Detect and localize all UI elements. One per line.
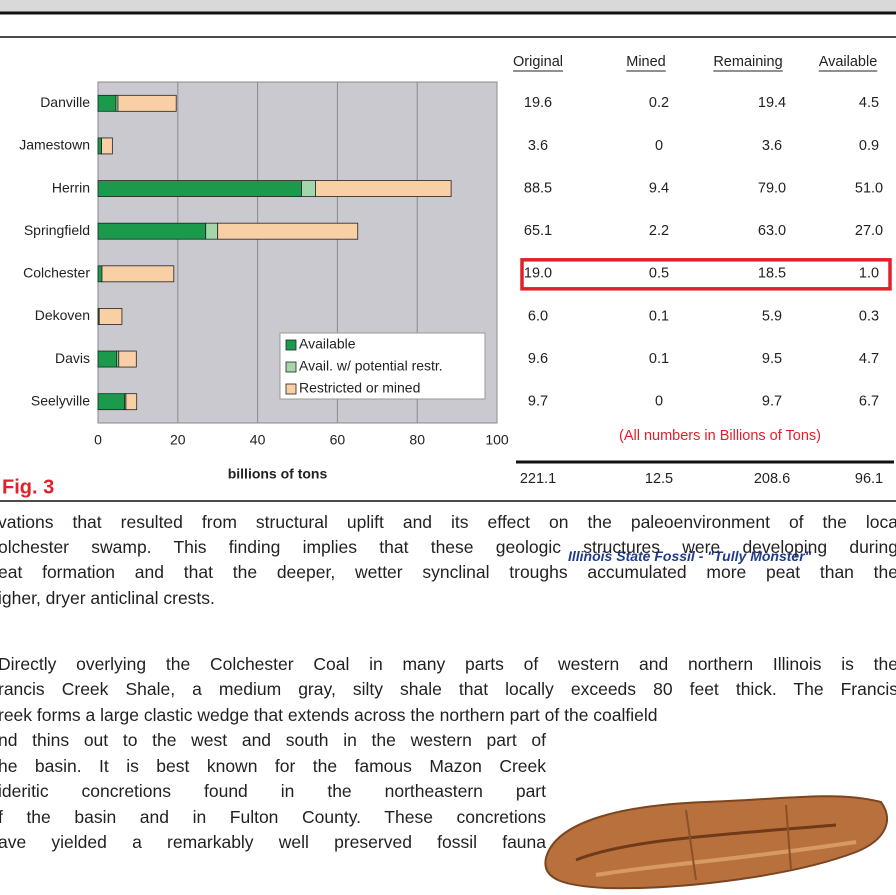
y-tick-label: Dekoven [35,307,90,323]
x-tick-label: 40 [250,432,266,448]
text-line: Directly overlying the Colchester Coal i… [0,654,896,674]
table-cell: 9.5 [762,351,782,367]
bar-segment [97,350,118,368]
table-cell: 0.2 [649,95,669,111]
legend-label: Restricted or mined [299,380,420,396]
legend-swatch [285,339,297,351]
bar-segment [118,350,137,368]
fossil-caption: Illinois State Fossil - "Tully Monster" [568,548,812,564]
table-cell: 88.5 [524,180,552,196]
bar-segment [98,308,123,325]
x-tick-label: 60 [330,432,346,448]
figure: Fig. 3 0 20 40 60 80 100 billions of tons Danvi… [0,0,896,502]
y-tick-label: Herrin [52,179,90,195]
legend-swatch [285,361,297,373]
text-line: eat formation and that the deeper, wette… [0,562,896,582]
bar-segment [205,222,219,240]
table-cell: 79.0 [758,180,786,196]
y-tick-label: Seelyville [31,392,90,408]
bar-segment [97,94,117,112]
text-line: he basin. It is best known for the famou… [0,756,546,776]
legend-box [279,332,486,400]
table-cell: 63.0 [758,223,786,239]
bar-segment [125,393,138,411]
bar-segment [101,137,113,155]
table-header: Remaining [713,54,782,70]
table-total: 12.5 [645,471,673,487]
header-band [0,0,896,12]
y-tick-label: Danville [40,94,90,110]
table-cell: 0.1 [649,308,669,324]
bar-segment [97,180,302,197]
table-cell: 27.0 [855,223,883,239]
y-tick-label: Davis [55,350,90,366]
bar-segment [217,222,359,240]
table-cell: 18.5 [758,266,786,282]
y-tick-label: Colchester [23,265,90,281]
table-cell: 3.6 [762,138,782,154]
text-line: rancis Creek Shale, a medium gray, silty… [0,679,896,699]
x-tick-label: 20 [170,432,186,448]
bar-segment [97,137,102,155]
text-line: olchester swamp. This finding implies th… [0,537,896,557]
table-cell: 5.9 [762,308,782,324]
table-total: 208.6 [754,471,790,487]
table-cell: 0.3 [859,308,879,324]
legend-label: Avail. w/ potential restr. [299,358,443,374]
y-tick-label: Jamestown [19,137,90,153]
table-cell: 51.0 [855,180,883,196]
table-cell: 0 [655,394,663,410]
bar-segment [315,180,452,197]
x-tick-label: 100 [485,432,509,448]
table-cell: 9.7 [528,394,548,410]
table-cell: 9.4 [649,180,669,196]
text-line: ideritic concretions found in the northe… [0,781,546,801]
highlight-box [520,258,892,291]
table-cell: 6.7 [859,394,879,410]
table-cell: 19.0 [524,266,552,282]
table-total: 221.1 [520,471,556,487]
figure-label: Fig. 3 [2,476,54,498]
table-cell: 0 [655,138,663,154]
text-line: nd thins out to the west and south in th… [0,730,546,750]
table-cell: 19.6 [524,95,552,111]
table-cell: 6.0 [528,308,548,324]
legend-swatch [285,383,297,395]
table-cell: 0.1 [649,351,669,367]
table-cell: 1.0 [859,266,879,282]
table-cell: 0.9 [859,138,879,154]
table-header: Mined [626,54,666,70]
table-cell: 2.2 [649,223,669,239]
legend-label: Available [299,336,356,352]
x-tick-label: 0 [94,432,102,448]
fossil-image [544,795,888,890]
y-tick-label: Springfield [24,222,90,238]
bar-segment [101,265,175,283]
table-cell: 3.6 [528,138,548,154]
table-cell: 9.6 [528,351,548,367]
bar-segment [97,222,207,240]
x-axis-label: billions of tons [228,466,328,482]
x-tick-label: 80 [409,432,425,448]
bar-segment [97,265,103,283]
table-cell: 65.1 [524,223,552,239]
table-header: Original [513,54,563,70]
table-header: Available [819,54,878,70]
table-cell: 19.4 [758,95,786,111]
table-cell: 0.5 [649,266,669,282]
table-cell: 9.7 [762,394,782,410]
bar-segment [97,393,126,411]
table-cell: 4.5 [859,95,879,111]
bar-segment [301,180,316,197]
table-total: 96.1 [855,471,883,487]
text-line: igher, dryer anticlinal crests. [0,588,215,608]
text-line: vations that resulted from structural up… [0,512,896,532]
text-line: ave yielded a remarkably well preserved … [0,832,546,852]
bar-segment [117,94,177,112]
text-line: reek forms a large clastic wedge that ex… [0,705,658,725]
text-line: f the basin and in Fulton County. These … [0,807,546,827]
table-cell: 4.7 [859,351,879,367]
table-note: (All numbers in Billions of Tons) [619,428,821,444]
